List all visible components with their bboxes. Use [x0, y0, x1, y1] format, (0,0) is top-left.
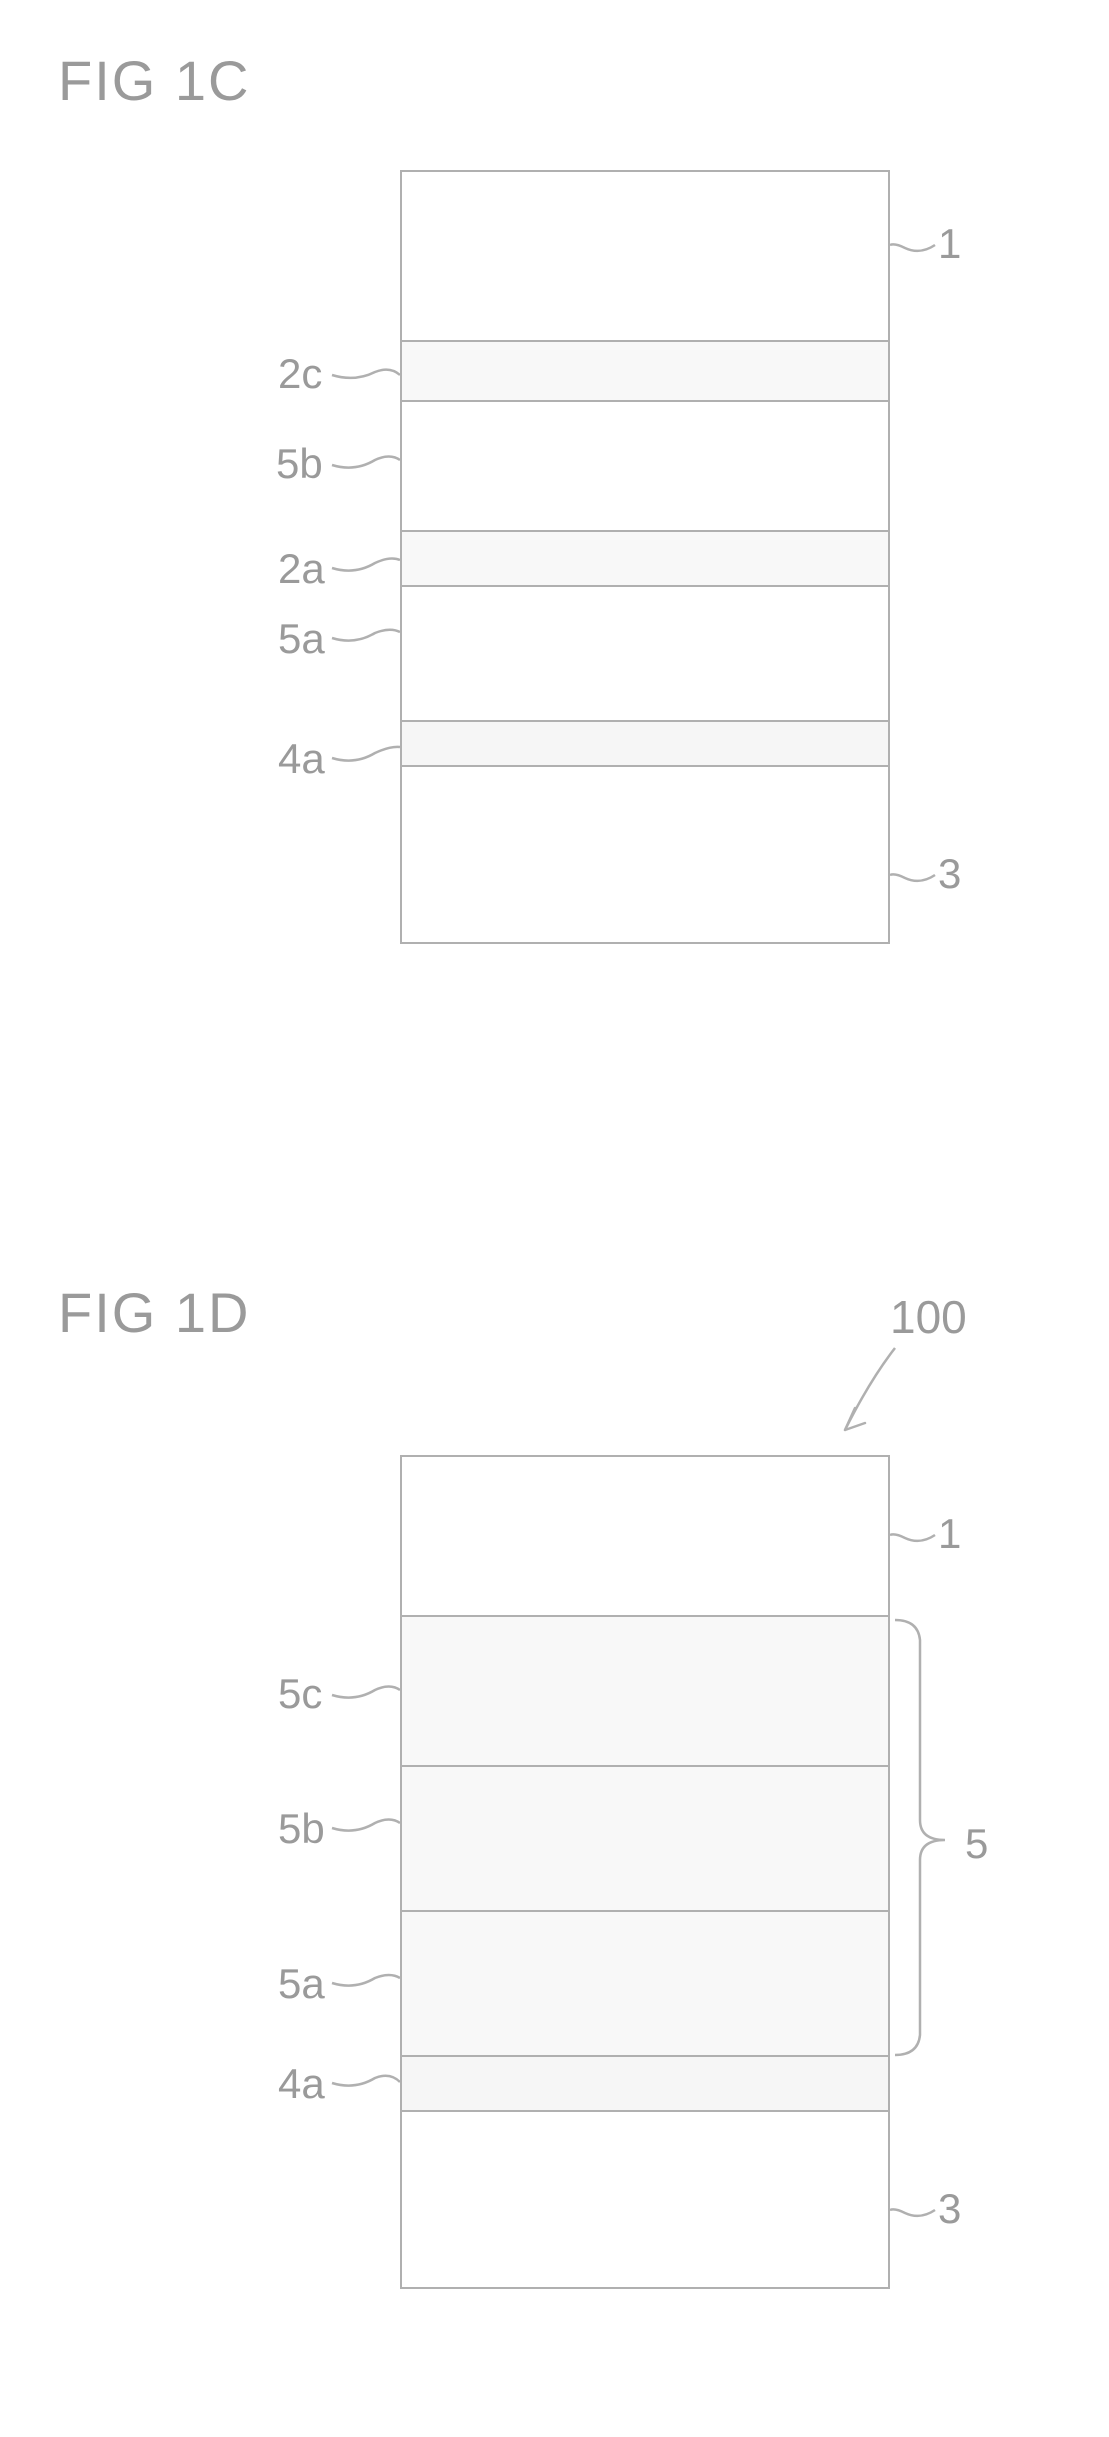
fig1d-bracket-5	[0, 0, 1109, 2437]
fig1d-bracket-label-5: 5	[965, 1820, 988, 1868]
